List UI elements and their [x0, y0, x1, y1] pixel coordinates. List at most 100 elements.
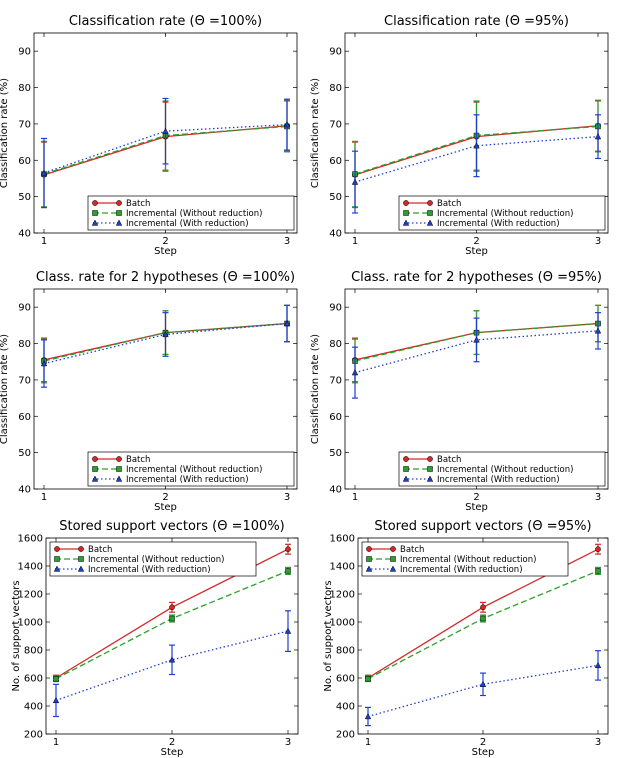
- legend-marker: [116, 456, 122, 462]
- x-axis-label: Step: [472, 747, 495, 758]
- legend-marker: [402, 219, 410, 226]
- legend-marker: [115, 475, 123, 482]
- legend-marker: [77, 565, 85, 572]
- legend-label: Batch: [400, 545, 424, 555]
- x-tick-label: 2: [169, 737, 175, 748]
- data-point: [595, 568, 601, 574]
- chart-panel-3: Class. rate for 2 hypotheses (Θ =100%) 40…: [0, 270, 298, 513]
- y-tick-label: 200: [24, 730, 43, 741]
- y-tick-label: 1000: [18, 618, 43, 629]
- legend-marker: [390, 556, 396, 562]
- x-tick-label: 2: [162, 492, 168, 503]
- legend-label: Incremental (With reduction): [437, 475, 560, 485]
- series-line: [55, 630, 289, 702]
- x-tick-label: 3: [285, 737, 291, 748]
- y-tick-label: 40: [18, 229, 31, 240]
- y-tick-label: 90: [18, 303, 31, 314]
- series-3: [351, 312, 602, 399]
- data-point: [168, 656, 176, 663]
- chart-panel-6: Stored support vectors (Θ =95%) 200 400 600…: [323, 519, 609, 758]
- legend-label: Incremental (With reduction): [88, 565, 211, 575]
- x-tick-label: 3: [595, 236, 601, 247]
- data-point: [594, 133, 602, 140]
- legend-marker: [115, 219, 123, 226]
- y-tick-label: 50: [329, 192, 342, 203]
- x-tick-label: 2: [162, 236, 168, 247]
- legend-label: Batch: [126, 199, 150, 209]
- legend-marker: [92, 210, 98, 216]
- y-axis-label: No. of support vectors: [11, 580, 22, 691]
- series-3: [52, 610, 292, 718]
- y-tick-label: 40: [329, 229, 342, 240]
- legend-marker: [366, 546, 372, 552]
- legend-marker: [92, 456, 98, 462]
- legend-box: [87, 195, 295, 231]
- y-tick-label: 400: [24, 702, 43, 713]
- legend-marker: [426, 475, 434, 482]
- data-point: [480, 604, 486, 611]
- legend-label: Incremental (With reduction): [126, 475, 249, 485]
- legend-label: Batch: [126, 455, 150, 465]
- y-tick-label: 60: [18, 412, 31, 423]
- legend-label: Incremental (With reduction): [126, 219, 249, 229]
- legend-label: Batch: [437, 455, 461, 465]
- y-axis-label: Classification rate (%): [0, 334, 10, 444]
- y-tick-label: 800: [24, 646, 43, 657]
- series-3: [364, 650, 602, 727]
- legend-marker: [116, 210, 122, 216]
- series-line: [367, 664, 599, 718]
- y-tick-label: 70: [18, 119, 31, 130]
- series-3: [40, 304, 291, 388]
- data-point: [285, 546, 291, 553]
- y-tick-label: 60: [18, 156, 31, 167]
- data-point: [285, 568, 291, 574]
- series-line: [367, 570, 599, 680]
- x-tick-label: 1: [41, 236, 47, 247]
- data-point: [169, 615, 175, 622]
- series-2: [53, 566, 291, 683]
- legend-marker: [427, 466, 433, 472]
- chart-panel-5: Stored support vectors (Θ =100%) 200 400 60…: [11, 519, 299, 758]
- chart-title: Classification rate (Θ =95%): [384, 14, 569, 29]
- legend-label: Incremental (Without reduction): [437, 465, 573, 475]
- data-point: [40, 360, 48, 367]
- x-tick-label: 3: [284, 492, 290, 503]
- y-tick-label: 40: [329, 485, 342, 496]
- legend-marker: [91, 475, 99, 482]
- data-point: [283, 320, 291, 327]
- x-tick-label: 1: [365, 737, 371, 748]
- chart-title: Class. rate for 2 hypotheses (Θ =100%): [36, 270, 295, 285]
- x-axis-label: Step: [161, 747, 184, 758]
- x-axis-label: Step: [154, 246, 177, 257]
- legend-marker: [78, 546, 84, 552]
- x-tick-label: 3: [284, 236, 290, 247]
- series-line: [43, 322, 288, 362]
- y-tick-label: 50: [329, 448, 342, 459]
- legend-label: Incremental (Without reduction): [400, 555, 536, 565]
- x-axis-label: Step: [465, 502, 488, 513]
- legend-marker: [402, 475, 410, 482]
- data-point: [162, 127, 169, 134]
- legend-marker: [78, 556, 84, 562]
- x-tick-label: 1: [53, 737, 59, 748]
- x-tick-label: 3: [595, 492, 601, 503]
- data-point: [473, 336, 480, 343]
- chart-title: Classification rate (Θ =100%): [69, 14, 262, 29]
- data-point: [480, 615, 486, 622]
- series-2: [365, 566, 601, 683]
- y-tick-label: 60: [329, 156, 342, 167]
- legend-marker: [427, 456, 433, 462]
- y-tick-label: 600: [24, 674, 43, 685]
- legend-marker: [116, 200, 122, 206]
- legend-marker: [365, 565, 373, 572]
- data-point: [594, 327, 602, 334]
- legend-marker: [426, 219, 434, 226]
- y-tick-label: 1600: [330, 534, 355, 545]
- data-point: [40, 169, 48, 176]
- legend-marker: [92, 466, 98, 472]
